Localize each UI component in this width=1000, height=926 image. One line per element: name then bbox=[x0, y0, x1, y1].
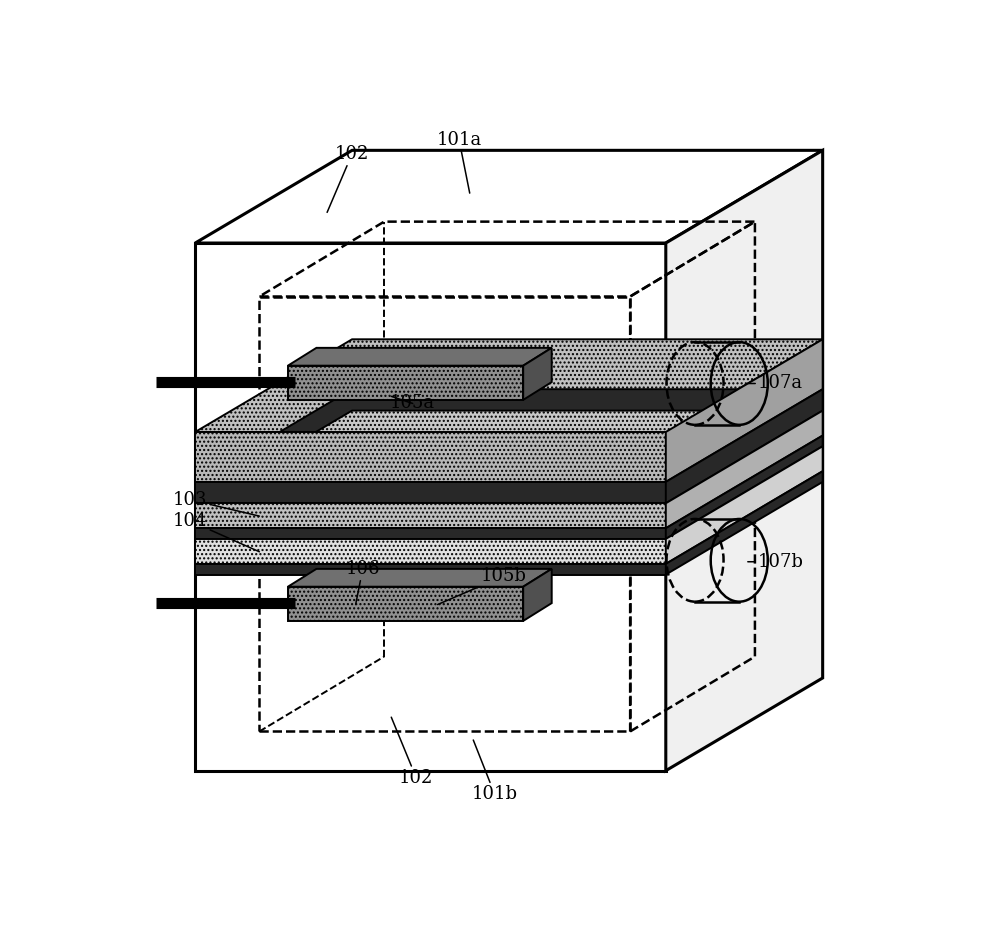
Text: 101a: 101a bbox=[436, 131, 482, 194]
Text: 105a: 105a bbox=[390, 394, 435, 412]
Polygon shape bbox=[195, 446, 823, 539]
Text: 102: 102 bbox=[327, 144, 369, 212]
Polygon shape bbox=[195, 150, 823, 243]
Polygon shape bbox=[195, 528, 666, 539]
Polygon shape bbox=[195, 435, 823, 528]
Polygon shape bbox=[288, 569, 552, 587]
Polygon shape bbox=[666, 471, 823, 574]
Text: 106: 106 bbox=[346, 560, 380, 605]
Polygon shape bbox=[195, 410, 823, 504]
Polygon shape bbox=[666, 446, 823, 564]
Polygon shape bbox=[195, 504, 666, 528]
Polygon shape bbox=[523, 348, 552, 400]
Text: 107b: 107b bbox=[748, 553, 804, 570]
Polygon shape bbox=[195, 564, 666, 574]
Polygon shape bbox=[666, 410, 823, 528]
Polygon shape bbox=[288, 587, 523, 621]
Polygon shape bbox=[666, 435, 823, 539]
Text: 107a: 107a bbox=[748, 374, 803, 393]
Polygon shape bbox=[195, 339, 823, 432]
Polygon shape bbox=[523, 569, 552, 621]
Text: 103: 103 bbox=[173, 491, 259, 516]
Text: 102: 102 bbox=[391, 717, 433, 787]
Polygon shape bbox=[288, 366, 523, 400]
Polygon shape bbox=[288, 348, 552, 366]
Polygon shape bbox=[195, 539, 666, 564]
Polygon shape bbox=[195, 432, 666, 482]
Polygon shape bbox=[666, 339, 823, 482]
Polygon shape bbox=[195, 389, 823, 482]
Polygon shape bbox=[195, 482, 666, 504]
Polygon shape bbox=[195, 243, 666, 770]
Text: 105b: 105b bbox=[438, 567, 527, 605]
Polygon shape bbox=[195, 471, 823, 564]
Text: 104: 104 bbox=[173, 512, 259, 552]
Polygon shape bbox=[666, 389, 823, 504]
Polygon shape bbox=[666, 150, 823, 770]
Text: 101b: 101b bbox=[472, 740, 518, 803]
